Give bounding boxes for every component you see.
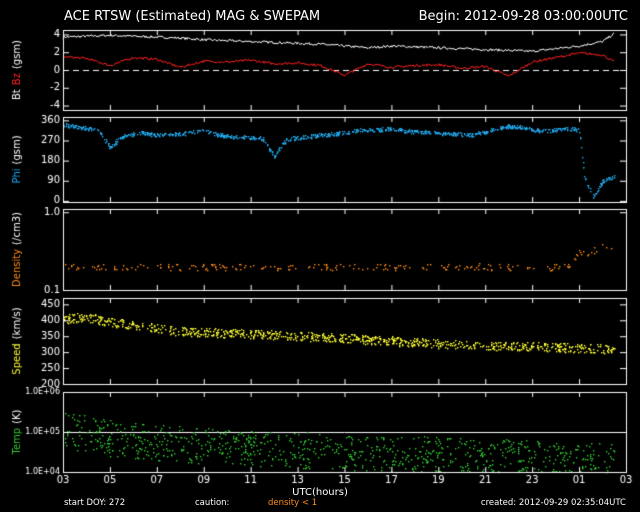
created-time: created: 2012-09-29 02:35:04UTC xyxy=(480,498,626,508)
x-axis-label: UTC(hours) xyxy=(292,487,348,498)
begin-time: Begin: 2012-09-28 03:00:00UTC xyxy=(418,9,628,24)
chart-title: ACE RTSW (Estimated) MAG & SWEPAM xyxy=(64,9,321,24)
caution-note: density < 1 xyxy=(268,498,318,508)
start-doy: start DOY: 272 xyxy=(64,498,126,508)
caution-label: caution: xyxy=(195,498,230,508)
